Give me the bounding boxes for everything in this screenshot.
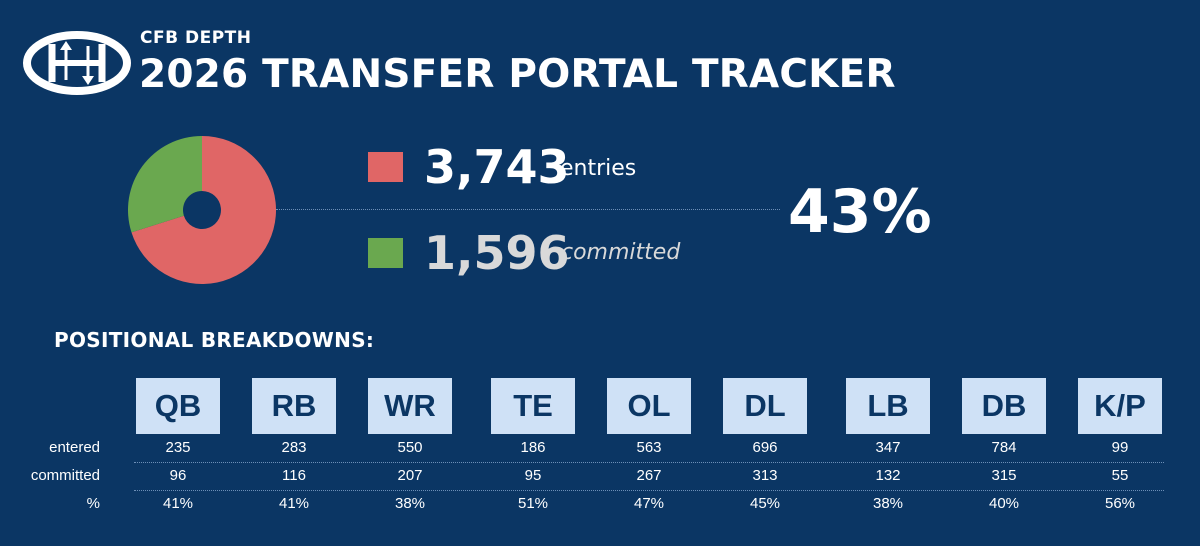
position-header: WR [368,378,452,434]
cell-percent: 45% [749,495,781,512]
cell-percent: 40% [988,495,1020,512]
cell-committed: 132 [875,467,901,484]
cell-committed: 207 [397,467,423,484]
entries-count: 3,743 [424,140,570,194]
column-k-p: K/P 99 55 56% [1078,378,1162,512]
column-rb: RB 283 116 41% [252,378,336,512]
cell-entered: 550 [397,439,423,456]
donut-slice-committed [128,136,202,233]
cell-committed: 95 [524,467,542,484]
column-dl: DL 696 313 45% [723,378,807,512]
position-header: LB [846,378,930,434]
brand-name: CFB DEPTH [140,28,252,48]
cell-committed: 315 [991,467,1017,484]
section-title: POSITIONAL BREAKDOWNS: [54,328,375,352]
committed-legend-swatch [368,238,403,268]
committed-count: 1,596 [424,226,570,280]
football-logo-icon [23,31,131,95]
cell-percent: 47% [633,495,665,512]
cell-entered: 235 [165,439,191,456]
row-label-committed: committed [30,467,100,484]
cell-entered: 563 [636,439,662,456]
column-wr: WR 550 207 38% [368,378,452,512]
cell-committed: 55 [1111,467,1129,484]
cell-committed: 313 [752,467,778,484]
cell-percent: 41% [278,495,310,512]
position-header: RB [252,378,336,434]
cell-committed: 267 [636,467,662,484]
row-label-entered: entered [49,439,100,456]
position-header: OL [607,378,691,434]
cell-entered: 283 [281,439,307,456]
cell-entered: 784 [991,439,1017,456]
cell-percent: 38% [394,495,426,512]
positional-table: entered committed% QB 235 96 41% RB 283 116 41% WR… [0,378,1200,518]
entries-label: entries [560,156,637,181]
column-ol: OL 563 267 47% [607,378,691,512]
leader-line [276,209,780,210]
column-te: TE 186 95 51% [491,378,575,512]
portal-donut-chart [128,136,276,284]
donut-slice-entries [131,136,276,284]
row-separator [134,462,1164,463]
position-header: QB [136,378,220,434]
commit-percentage: 43% [788,177,932,247]
cell-entered: 696 [752,439,778,456]
position-header: DL [723,378,807,434]
cell-percent: 38% [872,495,904,512]
cell-committed: 116 [282,467,306,484]
cell-entered: 99 [1111,439,1129,456]
page-title: 2026 TRANSFER PORTAL TRACKER [139,52,896,97]
cell-percent: 51% [517,495,549,512]
cell-committed: 96 [169,467,187,484]
column-lb: LB 347 132 38% [846,378,930,512]
column-db: DB 784 315 40% [962,378,1046,512]
cell-entered: 186 [520,439,546,456]
cell-percent: 56% [1104,495,1136,512]
entries-legend-swatch [368,152,403,182]
row-label-percent: % [86,495,100,512]
position-header: DB [962,378,1046,434]
column-qb: QB 235 96 41% [136,378,220,512]
cell-entered: 347 [875,439,901,456]
position-header: TE [491,378,575,434]
cell-percent: 41% [162,495,194,512]
row-separator [134,490,1164,491]
committed-label: committed [561,240,681,265]
position-header: K/P [1078,378,1162,434]
